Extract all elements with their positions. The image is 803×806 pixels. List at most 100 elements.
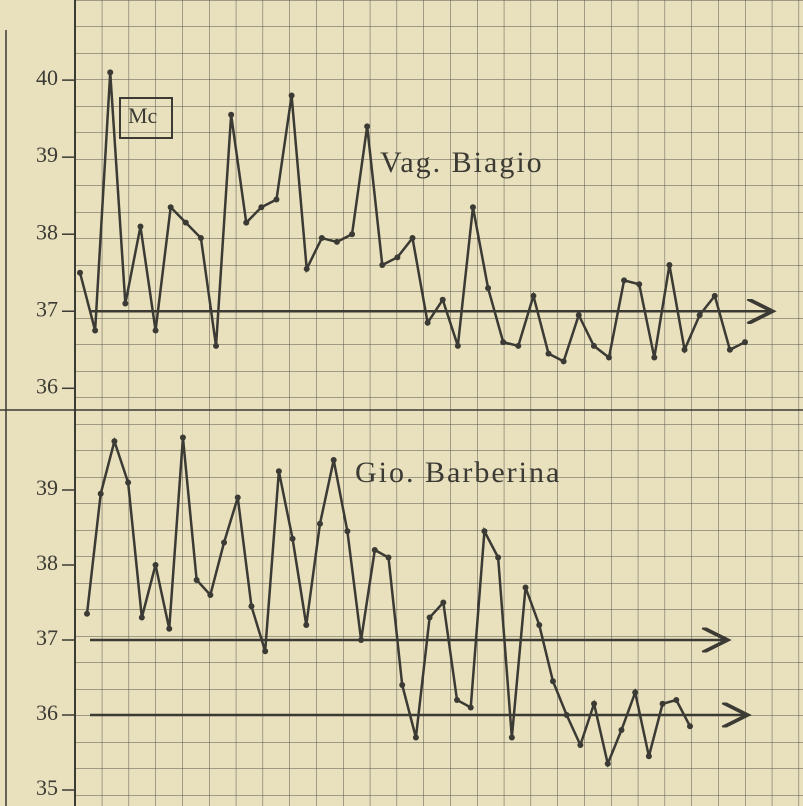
point bbox=[413, 735, 419, 741]
point bbox=[273, 197, 279, 203]
point bbox=[546, 351, 552, 357]
point bbox=[454, 697, 460, 703]
point bbox=[207, 592, 213, 598]
point bbox=[577, 742, 583, 748]
point bbox=[304, 266, 310, 272]
point bbox=[394, 254, 400, 260]
point bbox=[243, 220, 249, 226]
point bbox=[427, 615, 433, 621]
annotation: Vag. Biagio bbox=[380, 146, 544, 179]
point bbox=[228, 112, 234, 118]
point bbox=[386, 555, 392, 561]
point bbox=[153, 562, 159, 568]
point bbox=[122, 301, 128, 307]
point bbox=[530, 293, 536, 299]
y-tick-label: 37 bbox=[36, 625, 58, 650]
point bbox=[632, 690, 638, 696]
annotation: Mc bbox=[128, 103, 158, 128]
point bbox=[180, 435, 186, 441]
point bbox=[344, 528, 350, 534]
point bbox=[372, 547, 378, 553]
annotation: Gio. Barberina bbox=[355, 456, 561, 489]
point bbox=[550, 678, 556, 684]
point bbox=[92, 328, 98, 334]
point bbox=[331, 457, 337, 463]
y-tick-label: 38 bbox=[36, 219, 58, 244]
point bbox=[500, 339, 506, 345]
point bbox=[470, 204, 476, 210]
y-tick-label: 40 bbox=[36, 65, 58, 90]
point bbox=[290, 536, 296, 542]
point bbox=[258, 204, 264, 210]
point bbox=[682, 347, 688, 353]
point bbox=[319, 235, 325, 241]
point bbox=[660, 701, 666, 707]
point bbox=[153, 328, 159, 334]
point bbox=[125, 480, 131, 486]
point bbox=[605, 761, 611, 767]
y-tick-label: 36 bbox=[36, 700, 58, 725]
point bbox=[455, 343, 461, 349]
point bbox=[712, 293, 718, 299]
point bbox=[495, 555, 501, 561]
point bbox=[651, 354, 657, 360]
point bbox=[509, 735, 515, 741]
point bbox=[606, 354, 612, 360]
point bbox=[168, 204, 174, 210]
point bbox=[111, 438, 117, 444]
point bbox=[166, 626, 172, 632]
y-tick-label: 36 bbox=[36, 373, 58, 398]
point bbox=[194, 577, 200, 583]
point bbox=[591, 701, 597, 707]
point bbox=[742, 339, 748, 345]
point bbox=[107, 69, 113, 75]
point bbox=[137, 224, 143, 230]
point bbox=[636, 281, 642, 287]
point bbox=[536, 622, 542, 628]
y-tick-label: 39 bbox=[36, 475, 58, 500]
point bbox=[727, 347, 733, 353]
point bbox=[687, 723, 693, 729]
paper-grid bbox=[75, 0, 803, 806]
point bbox=[564, 712, 570, 718]
point bbox=[139, 615, 145, 621]
point bbox=[481, 528, 487, 534]
point bbox=[334, 239, 340, 245]
point bbox=[485, 285, 491, 291]
point bbox=[561, 358, 567, 364]
point bbox=[77, 270, 83, 276]
y-tick-label: 39 bbox=[36, 142, 58, 167]
point bbox=[98, 491, 104, 497]
point bbox=[399, 682, 405, 688]
point bbox=[410, 235, 416, 241]
point bbox=[697, 312, 703, 318]
point bbox=[198, 235, 204, 241]
point bbox=[646, 753, 652, 759]
point bbox=[183, 220, 189, 226]
point bbox=[440, 600, 446, 606]
point bbox=[248, 603, 254, 609]
point bbox=[358, 637, 364, 643]
point bbox=[440, 297, 446, 303]
point bbox=[235, 495, 241, 501]
point bbox=[425, 320, 431, 326]
point bbox=[221, 540, 227, 546]
y-tick-label: 37 bbox=[36, 296, 58, 321]
chart: 3637383940Vag. BiagioMc3536373839Gio. Ba… bbox=[0, 0, 803, 806]
point bbox=[666, 262, 672, 268]
point bbox=[673, 697, 679, 703]
point bbox=[303, 622, 309, 628]
point bbox=[515, 343, 521, 349]
point bbox=[379, 262, 385, 268]
point bbox=[468, 705, 474, 711]
point bbox=[317, 521, 323, 527]
y-tick-label: 38 bbox=[36, 550, 58, 575]
point bbox=[591, 343, 597, 349]
point bbox=[276, 468, 282, 474]
point bbox=[84, 611, 90, 617]
point bbox=[576, 312, 582, 318]
point bbox=[262, 648, 268, 654]
point bbox=[289, 93, 295, 99]
point bbox=[621, 277, 627, 283]
point bbox=[213, 343, 219, 349]
